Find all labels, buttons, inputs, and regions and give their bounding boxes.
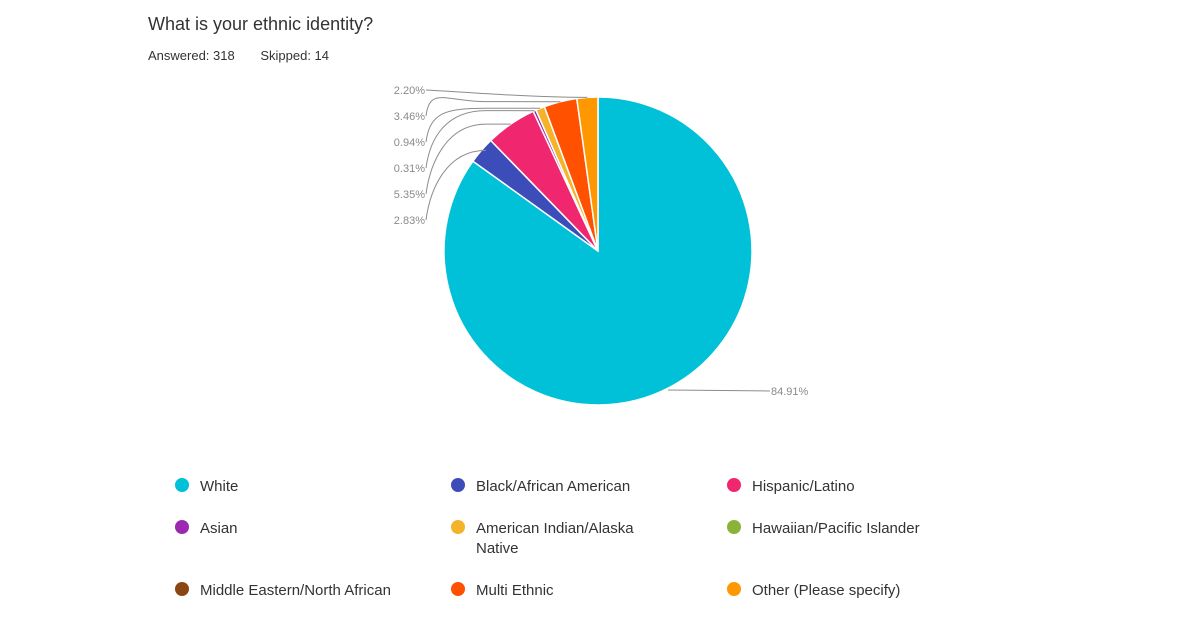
legend-dot-icon xyxy=(451,520,465,534)
legend-item-hispanic-latino[interactable]: Hispanic/Latino xyxy=(727,477,855,495)
legend-dot-icon xyxy=(727,582,741,596)
percentage-label: 2.20% xyxy=(394,85,425,97)
percentage-label: 84.91% xyxy=(771,386,809,398)
leader-line xyxy=(425,110,535,169)
leader-line xyxy=(425,123,511,195)
legend-dot-icon xyxy=(727,520,741,534)
leader-line xyxy=(667,389,771,392)
percentage-labels: 2.20% 3.46% 0.94% 0.31% 5.35% 2.83% 84.91% xyxy=(394,85,809,398)
leader-line xyxy=(425,89,588,98)
legend-dot-icon xyxy=(175,520,189,534)
percentage-label: 2.83% xyxy=(394,215,425,227)
legend-item-other[interactable]: Other (Please specify) xyxy=(727,581,900,599)
legend-label: Hawaiian/Pacific Islander xyxy=(752,520,920,537)
legend-dot-icon xyxy=(727,478,741,492)
legend-item-black-african-american[interactable]: Black/African American xyxy=(451,477,630,495)
leader-line xyxy=(425,107,541,143)
percentage-label: 3.46% xyxy=(394,111,425,123)
question-title: What is your ethnic identity? xyxy=(148,14,374,34)
answered-count: Answered: 318 xyxy=(148,48,235,63)
pie-slices xyxy=(443,96,753,406)
legend-item-white[interactable]: White xyxy=(175,477,238,495)
legend-label: White xyxy=(200,478,239,495)
legend-label: Black/African American xyxy=(476,478,631,495)
skipped-count: Skipped: 14 xyxy=(260,48,330,63)
legend-label: Other (Please specify) xyxy=(752,582,901,599)
legend-label: Asian xyxy=(200,520,238,537)
legend-item-multi-ethnic[interactable]: Multi Ethnic xyxy=(451,581,554,599)
percentage-label: 0.94% xyxy=(394,137,425,149)
legend-item-asian[interactable]: Asian xyxy=(175,519,238,537)
response-stats: Answered: 318 Skipped: 14 xyxy=(148,48,351,63)
leader-lines xyxy=(425,89,771,392)
legend-label: Middle Eastern/North African xyxy=(200,582,391,599)
leader-line xyxy=(425,97,561,117)
percentage-label: 5.35% xyxy=(394,189,425,201)
legend-dot-icon xyxy=(175,582,189,596)
leader-line xyxy=(425,149,487,221)
legend-dot-icon xyxy=(451,582,465,596)
legend-label: American Indian/Alaska Native xyxy=(476,520,634,557)
legend-dot-icon xyxy=(451,478,465,492)
legend-item-american-indian-alaska-native[interactable]: American Indian/Alaska Native xyxy=(451,519,634,557)
legend-label: Multi Ethnic xyxy=(476,582,554,599)
legend-item-middle-eastern-north-african[interactable]: Middle Eastern/North African xyxy=(175,581,391,599)
legend-item-hawaiian-pacific-islander[interactable]: Hawaiian/Pacific Islander xyxy=(727,519,920,537)
legend-label: Hispanic/Latino xyxy=(752,478,855,495)
percentage-label: 0.31% xyxy=(394,163,425,175)
legend-dot-icon xyxy=(175,478,189,492)
